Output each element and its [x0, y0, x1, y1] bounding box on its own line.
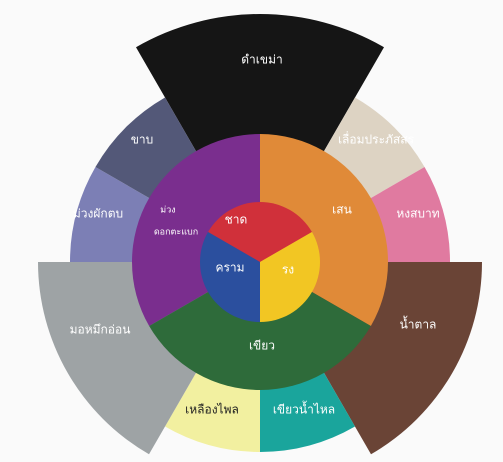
segment-label: รง — [282, 263, 294, 277]
segment-label: เขียว — [249, 339, 275, 353]
segment-label: ชาด — [225, 213, 248, 227]
segment-label: เหลืองไพล — [185, 403, 239, 417]
segment-label: เสน — [332, 203, 352, 217]
segment-label: มอหมึกอ่อน — [70, 323, 131, 337]
segment-label: ม่วง — [160, 206, 175, 216]
segment-label: หงสบาท — [396, 207, 439, 221]
segment-label: ขาบ — [131, 133, 154, 147]
segment-label: คราม — [215, 261, 244, 275]
segment-label: ดำเขม่า — [241, 53, 282, 67]
segment-label: เลื่อมประภัสสร — [338, 131, 415, 147]
segment-label: เขียวน้ำไหล — [273, 401, 335, 417]
color-wheel: ดำเขม่าเลื่อมประภัสสรหงสบาทน้ำตาลเขียวน้… — [0, 0, 503, 462]
segment-label: น้ำตาล — [400, 316, 437, 332]
segment-label: ดอกตะแบก — [154, 228, 198, 238]
segment-label: ม่วงผักตบ — [73, 207, 123, 221]
